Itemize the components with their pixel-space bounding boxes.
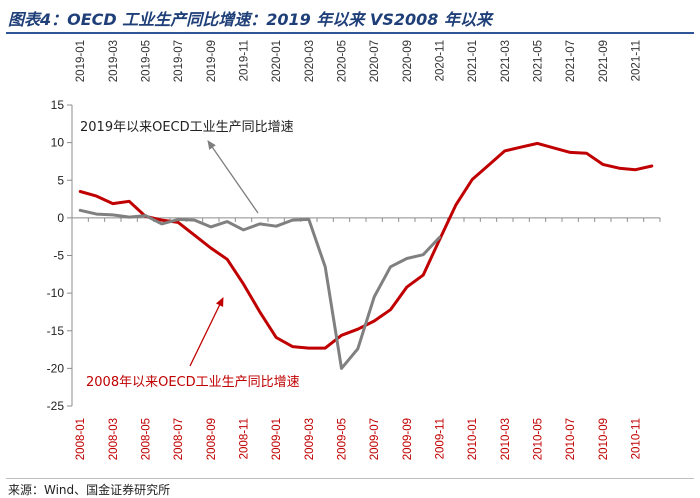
y-tick-label: 5	[57, 173, 64, 187]
top-axis-label: 2021-07	[565, 40, 577, 82]
y-tick-label: 15	[51, 98, 65, 112]
annotation-2019-label: 2019年以来OECD工业生产同比增速	[80, 120, 294, 135]
y-tick-label: -15	[47, 324, 65, 338]
top-axis-label: 2019-01	[75, 40, 87, 82]
bottom-axis-label: 2010-07	[565, 418, 577, 460]
top-axis-label: 2021-01	[467, 40, 479, 82]
top-axis-label: 2021-11	[631, 40, 643, 81]
bottom-axis-label: 2008-01	[75, 418, 87, 460]
top-axis-label: 2020-09	[402, 40, 414, 82]
annotation-2019-arrow	[207, 140, 259, 214]
bottom-axis-label: 2008-11	[239, 418, 251, 459]
top-axis-label: 2020-01	[271, 40, 283, 82]
top-axis-label: 2019-07	[173, 40, 185, 82]
top-axis-label: 2020-07	[369, 40, 381, 82]
footer-rule	[6, 478, 694, 479]
top-axis-label: 2021-09	[598, 40, 610, 82]
source-note: 来源：Wind、国金证券研究所	[8, 483, 171, 497]
title-rule	[6, 32, 694, 34]
bottom-axis-label: 2010-03	[500, 418, 512, 460]
bottom-axis-label: 2010-05	[533, 418, 545, 460]
bottom-axis-label: 2009-11	[435, 418, 447, 459]
y-tick-label: -25	[47, 399, 65, 413]
top-axis-label: 2019-09	[206, 40, 218, 82]
bottom-axis-label: 2009-09	[402, 418, 414, 460]
top-axis-label: 2019-11	[239, 40, 251, 81]
y-tick-label: -5	[53, 249, 64, 263]
y-tick-label: -10	[47, 286, 65, 300]
bottom-axis-label: 2010-11	[631, 418, 643, 459]
bottom-axis-label: 2009-07	[369, 418, 381, 460]
y-tick-label: -20	[47, 361, 65, 375]
bottom-axis-label: 2008-07	[173, 418, 185, 460]
y-tick-label: 10	[51, 136, 65, 150]
top-axis-label: 2020-03	[304, 40, 316, 82]
bottom-axis-label: 2009-05	[337, 418, 349, 460]
series-line-2019	[78, 208, 441, 370]
top-axis-label: 2021-03	[500, 40, 512, 82]
bottom-axis-label: 2008-05	[141, 418, 153, 460]
top-axis-label: 2021-05	[533, 40, 545, 82]
top-axis-label: 2019-03	[108, 40, 120, 82]
top-axis-label: 2019-05	[141, 40, 153, 82]
top-axis-label: 2020-11	[435, 40, 447, 81]
bottom-axis-label: 2009-01	[271, 418, 283, 460]
bottom-axis-label: 2010-09	[598, 418, 610, 460]
bottom-axis-label: 2009-03	[304, 418, 316, 460]
bottom-axis-label: 2008-03	[108, 418, 120, 460]
top-axis-label: 2020-05	[337, 40, 349, 82]
chart-title: 图表4：OECD 工业生产同比增速：2019 年以来 VS2008 年以来	[8, 10, 492, 29]
series-line-2008	[78, 141, 654, 350]
y-tick-label: 0	[57, 211, 64, 225]
bottom-axis-label: 2008-09	[206, 418, 218, 460]
bottom-axis-label: 2010-01	[467, 418, 479, 460]
annotation-2008-label: 2008年以来OECD工业生产同比增速	[86, 375, 300, 390]
annotation-2008-arrow	[189, 297, 224, 367]
